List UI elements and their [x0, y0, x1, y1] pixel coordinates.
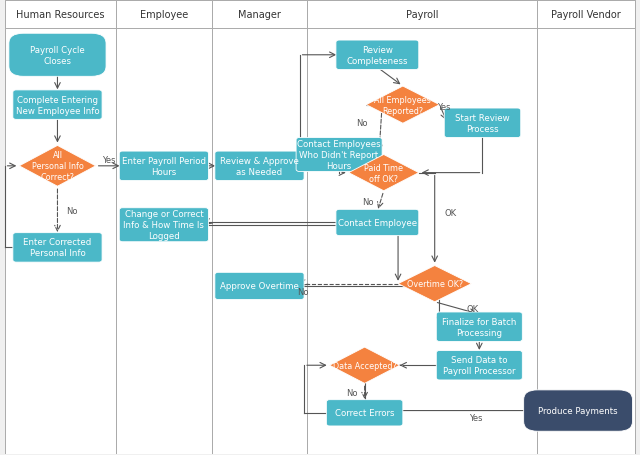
- Text: Contact Employee: Contact Employee: [338, 218, 417, 228]
- Text: Correct Errors: Correct Errors: [335, 409, 394, 417]
- Text: Review & Approve
as Needed: Review & Approve as Needed: [220, 157, 299, 177]
- Text: No: No: [346, 388, 358, 397]
- Polygon shape: [398, 266, 471, 302]
- Text: Enter Corrected
Personal Info: Enter Corrected Personal Info: [23, 238, 92, 258]
- Bar: [537, 1, 636, 454]
- Bar: [4, 1, 116, 454]
- Polygon shape: [349, 155, 419, 191]
- Text: Approve Overtime: Approve Overtime: [220, 282, 299, 291]
- FancyBboxPatch shape: [336, 210, 419, 236]
- Text: Start Review
Process: Start Review Process: [455, 113, 510, 133]
- Text: Yes: Yes: [436, 103, 450, 112]
- Text: Paid Time
off OK?: Paid Time off OK?: [364, 163, 403, 183]
- Text: Send Data to
Payroll Processor: Send Data to Payroll Processor: [443, 355, 516, 375]
- FancyBboxPatch shape: [13, 91, 102, 120]
- Text: No: No: [297, 288, 308, 297]
- Text: Change or Correct
Info & How Time Is
Logged: Change or Correct Info & How Time Is Log…: [124, 210, 204, 241]
- Bar: [212, 1, 307, 454]
- FancyBboxPatch shape: [119, 208, 209, 242]
- Text: Produce Payments: Produce Payments: [538, 406, 618, 415]
- Text: Enter Payroll Period
Hours: Enter Payroll Period Hours: [122, 157, 206, 177]
- FancyBboxPatch shape: [326, 400, 403, 426]
- FancyBboxPatch shape: [215, 152, 304, 181]
- FancyBboxPatch shape: [436, 312, 522, 342]
- Bar: [307, 1, 537, 29]
- Text: Payroll: Payroll: [406, 10, 438, 20]
- Text: OK: OK: [445, 208, 457, 217]
- Text: Payroll Cycle
Closes: Payroll Cycle Closes: [30, 46, 85, 66]
- FancyBboxPatch shape: [13, 233, 102, 263]
- Text: No: No: [362, 197, 374, 206]
- Text: Data Accepted?: Data Accepted?: [333, 361, 397, 370]
- Text: Employee: Employee: [140, 10, 188, 20]
- FancyBboxPatch shape: [296, 138, 382, 172]
- FancyBboxPatch shape: [436, 351, 522, 380]
- Text: Payroll Vendor: Payroll Vendor: [551, 10, 621, 20]
- Polygon shape: [330, 347, 399, 384]
- Text: OK: OK: [467, 304, 479, 313]
- FancyBboxPatch shape: [119, 152, 209, 181]
- FancyBboxPatch shape: [336, 41, 419, 71]
- FancyBboxPatch shape: [215, 273, 304, 300]
- Bar: [307, 1, 537, 454]
- Text: Human Resources: Human Resources: [16, 10, 104, 20]
- Polygon shape: [19, 146, 96, 187]
- Text: Yes: Yes: [102, 155, 116, 164]
- Text: No: No: [356, 119, 367, 128]
- Text: Complete Entering
New Employee Info: Complete Entering New Employee Info: [15, 96, 99, 116]
- Bar: [116, 1, 212, 454]
- FancyBboxPatch shape: [444, 109, 521, 138]
- Text: All
Personal Info
Correct?: All Personal Info Correct?: [31, 151, 83, 182]
- Text: Manager: Manager: [238, 10, 281, 20]
- Bar: [212, 1, 307, 29]
- Bar: [4, 1, 116, 29]
- Text: Overtime OK?: Overtime OK?: [406, 279, 463, 288]
- Text: Yes: Yes: [469, 413, 483, 422]
- Polygon shape: [366, 87, 440, 124]
- Text: Contact Employees
Who Didn't Report
Hours: Contact Employees Who Didn't Report Hour…: [298, 140, 381, 171]
- Text: Review
Completeness: Review Completeness: [347, 46, 408, 66]
- Bar: [116, 1, 212, 29]
- Text: Finalize for Batch
Processing: Finalize for Batch Processing: [442, 317, 516, 337]
- FancyBboxPatch shape: [524, 390, 632, 431]
- FancyBboxPatch shape: [9, 34, 106, 77]
- Text: No: No: [66, 207, 77, 216]
- Text: All Employees
Reported?: All Employees Reported?: [374, 96, 431, 116]
- Bar: [537, 1, 636, 29]
